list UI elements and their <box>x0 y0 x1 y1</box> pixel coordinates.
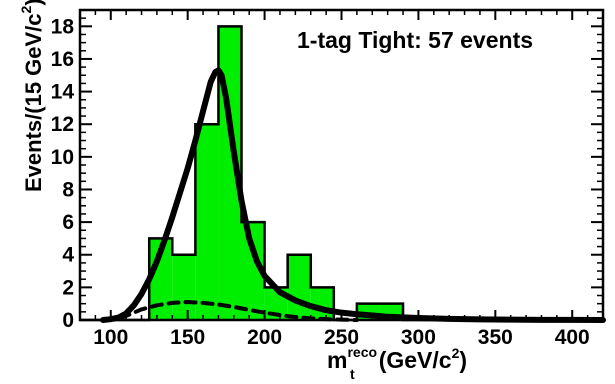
histogram-bar <box>310 287 334 320</box>
y-tick-label: 0 <box>62 309 74 332</box>
y-tick-label: 2 <box>62 276 74 299</box>
y-tick-label: 8 <box>62 178 74 201</box>
y-tick-label: 14 <box>51 81 75 104</box>
y-tick-label: 4 <box>62 244 74 267</box>
x-tick-label: 200 <box>247 326 282 349</box>
x-axis: 100 150 200 250 300 350 400 <box>93 10 590 349</box>
histogram-bar <box>287 254 311 320</box>
histogram-bar <box>195 124 219 320</box>
total-fit-curve <box>100 67 606 323</box>
chart-annotation: 1-tag Tight: 57 events <box>297 27 533 53</box>
histogram-bar <box>172 254 196 320</box>
x-tick-label: 300 <box>401 326 436 349</box>
y-tick-label: 16 <box>51 48 74 71</box>
x-axis-title: mreco t(GeV/c2) <box>327 344 467 382</box>
x-tick-label: 350 <box>478 326 513 349</box>
x-tick-label: 150 <box>170 326 205 349</box>
histogram-bar <box>241 222 265 320</box>
y-axis: 0 2 4 6 8 10 12 14 16 18 <box>51 15 603 332</box>
plot-area <box>78 8 606 323</box>
background-fit-curve <box>101 300 359 322</box>
y-tick-label: 10 <box>51 146 74 169</box>
x-tick-label: 100 <box>93 326 128 349</box>
x-tick-label: 400 <box>555 326 590 349</box>
y-axis-title: Events/(15 GeV/c2) <box>18 0 46 192</box>
y-tick-label: 18 <box>51 15 75 38</box>
y-tick-label: 6 <box>62 211 74 234</box>
y-tick-label: 12 <box>51 113 74 136</box>
x-tick-label: 250 <box>324 326 359 349</box>
